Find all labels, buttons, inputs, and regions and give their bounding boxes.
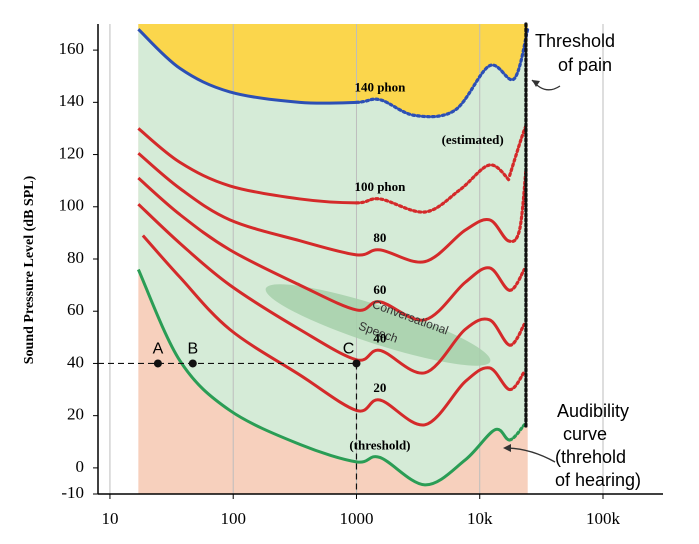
y-tick-label: 140 xyxy=(59,91,85,110)
x-tick-label: 10k xyxy=(467,509,493,528)
curve xyxy=(137,152,509,264)
point xyxy=(153,359,162,368)
curve xyxy=(137,127,357,205)
annotation: of pain xyxy=(558,55,612,75)
arrow-head xyxy=(532,80,540,87)
y-tick-label: 80 xyxy=(67,248,84,267)
y-tick-label: 20 xyxy=(67,405,84,424)
point-label: A xyxy=(153,341,164,358)
annotation: (threhold xyxy=(555,447,626,467)
y-tick-label: 60 xyxy=(67,300,84,319)
curve-label: 60 xyxy=(373,282,386,297)
y-tick-label: 100 xyxy=(59,196,85,215)
arrow-head xyxy=(503,444,511,452)
y-tick-label: 0 xyxy=(76,457,85,476)
curve-dotted xyxy=(508,267,526,292)
curve-label: 140 phon xyxy=(354,80,406,95)
curve-dotted xyxy=(354,27,530,119)
curve-label: 20 xyxy=(373,380,386,395)
y-tick-label: 40 xyxy=(67,352,84,371)
annotation: curve xyxy=(563,424,607,444)
y-tick-label: 160 xyxy=(59,39,85,58)
speech-region xyxy=(265,284,491,366)
y-tick-label: -10 xyxy=(61,483,84,502)
curve xyxy=(137,203,511,375)
x-tick-label: 10 xyxy=(101,509,118,528)
curve-label: 80 xyxy=(373,230,386,245)
point xyxy=(352,359,361,368)
y-tick-label: 120 xyxy=(59,143,85,162)
curve-dotted xyxy=(354,163,512,214)
curve-dotted xyxy=(508,370,526,392)
curve xyxy=(137,28,357,105)
region-pain xyxy=(138,24,528,117)
annotation: Audibility xyxy=(557,401,629,421)
point xyxy=(188,359,197,368)
curve-label: (estimated) xyxy=(442,132,504,147)
point-label: C xyxy=(343,341,355,358)
annotation: of hearing) xyxy=(555,470,641,490)
curve-dotted xyxy=(508,322,526,347)
x-tick-label: 1000 xyxy=(339,509,373,528)
curve-label: (threshold) xyxy=(349,437,410,452)
annotation: Threshold xyxy=(535,31,615,51)
curve xyxy=(137,176,511,322)
curve xyxy=(141,234,511,427)
curve xyxy=(136,268,510,487)
x-tick-label: 100k xyxy=(586,509,621,528)
curve-label: 40 xyxy=(373,330,386,345)
curve-label: 100 phon xyxy=(354,179,406,194)
x-tick-label: 100 xyxy=(220,509,246,528)
curve-dotted xyxy=(508,423,526,442)
y-axis-label: Sound Pressure Level (dB SPL) xyxy=(22,175,37,364)
point-label: B xyxy=(187,341,198,358)
